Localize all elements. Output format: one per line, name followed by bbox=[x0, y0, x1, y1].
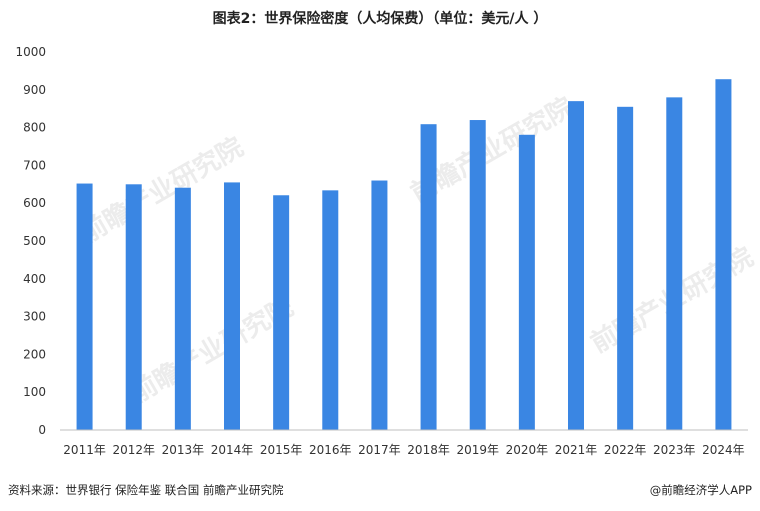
x-tick-label: 2019年 bbox=[456, 443, 499, 457]
bar-2020年 bbox=[518, 134, 535, 431]
bar-chart: 0 100 200 300 400 500 600 700 800 900 1000 2011年 201… bbox=[15, 45, 748, 457]
x-tick-label: 2018年 bbox=[407, 443, 450, 457]
bar-2018年 bbox=[420, 124, 437, 430]
y-tick-label: 600 bbox=[23, 196, 46, 210]
bar-2021年 bbox=[568, 101, 584, 430]
x-tick-label: 2022年 bbox=[604, 443, 647, 457]
x-tick-label: 2017年 bbox=[358, 443, 401, 457]
y-tick-label: 500 bbox=[23, 234, 46, 248]
y-tick-label: 0 bbox=[38, 423, 46, 437]
x-tick-label: 2014年 bbox=[211, 443, 254, 457]
y-tick-label: 700 bbox=[23, 158, 46, 172]
y-tick-label: 400 bbox=[23, 272, 46, 286]
y-tick-label: 800 bbox=[23, 121, 46, 135]
bar-2017年 bbox=[371, 180, 388, 430]
bar-2012年 bbox=[125, 184, 142, 430]
bar-2014年 bbox=[224, 182, 240, 430]
bar-2011年 bbox=[76, 183, 93, 430]
x-tick-label: 2021年 bbox=[555, 443, 598, 457]
x-tick-label: 2024年 bbox=[702, 443, 745, 457]
bar-2013年 bbox=[174, 187, 191, 430]
y-tick-label: 1000 bbox=[15, 45, 46, 59]
x-tick-label: 2020年 bbox=[506, 443, 549, 457]
bar-2019年 bbox=[469, 120, 486, 430]
y-tick-label: 300 bbox=[23, 310, 46, 324]
x-tick-label: 2016年 bbox=[309, 443, 352, 457]
y-tick-label: 200 bbox=[23, 347, 46, 361]
bar-2023年 bbox=[666, 97, 683, 431]
bar-2024年 bbox=[715, 79, 732, 430]
bar-2022年 bbox=[617, 106, 634, 430]
chart-title: 图表2：世界保险密度（人均保费）（单位：美元/人 ） bbox=[212, 11, 548, 27]
x-tick-label: 2011年 bbox=[63, 443, 106, 457]
x-tick-label: 2023年 bbox=[653, 443, 696, 457]
y-tick-label: 100 bbox=[23, 385, 46, 399]
source-note: 资料来源：世界银行 保险年鉴 联合国 前瞻产业研究院 bbox=[8, 483, 284, 497]
bar-2015年 bbox=[273, 195, 290, 430]
x-tick-label: 2015年 bbox=[260, 443, 303, 457]
x-tick-label: 2012年 bbox=[112, 443, 155, 457]
bar-2016年 bbox=[322, 190, 339, 430]
credit-note: @前瞻经济学人APP bbox=[649, 483, 752, 497]
y-tick-label: 900 bbox=[23, 83, 46, 97]
x-tick-label: 2013年 bbox=[162, 443, 205, 457]
